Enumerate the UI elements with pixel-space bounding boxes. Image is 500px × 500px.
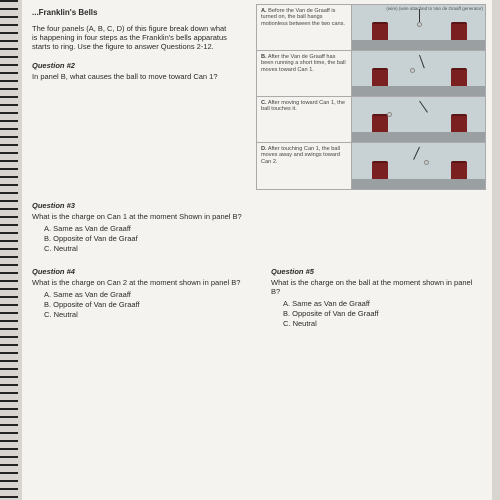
ball-icon xyxy=(410,68,415,73)
q4-choice-a: A. Same as Van de Graaff xyxy=(44,290,243,299)
panel-d-text: D. After touching Can 1, the ball moves … xyxy=(257,143,352,189)
q3-choices: A. Same as Van de Graaff B. Opposite of … xyxy=(44,224,252,253)
panel-c-text: C. After moving toward Can 1, the ball t… xyxy=(257,97,352,142)
can-2-icon xyxy=(451,114,467,132)
panel-a: A. Before the Van de Graaff is turned on… xyxy=(257,5,485,51)
rod-icon xyxy=(413,147,420,160)
q5-choice-c: C. Neutral xyxy=(283,319,482,328)
ground xyxy=(352,132,485,142)
can-1-icon xyxy=(372,114,388,132)
panel-c-diagram xyxy=(352,97,485,142)
panel-d-caption: After touching Can 1, the ball moves awa… xyxy=(261,146,340,165)
q3-choice-c: C. Neutral xyxy=(44,244,252,253)
figure-panels: A. Before the Van de Graaff is turned on… xyxy=(256,4,486,190)
panel-d-label: D. xyxy=(261,146,267,152)
panel-a-label: A. xyxy=(261,8,267,14)
ball-icon xyxy=(424,160,429,165)
panel-a-diagram: (wire) (wire attached to Van de Graaff g… xyxy=(352,5,485,50)
q3-title: Question #3 xyxy=(32,201,252,210)
q3-choice-b: B. Opposite of Van de Graaf xyxy=(44,234,252,243)
q3-prompt: What is the charge on Can 1 at the momen… xyxy=(32,212,252,221)
panel-b-diagram xyxy=(352,51,485,96)
q5-choices: A. Same as Van de Graaff B. Opposite of … xyxy=(283,299,482,328)
rod-icon xyxy=(419,9,420,23)
can-2-icon xyxy=(451,161,467,179)
question-5: Question #5 What is the charge on the ba… xyxy=(271,267,482,329)
ground xyxy=(352,40,485,50)
panel-a-text: A. Before the Van de Graaff is turned on… xyxy=(257,5,352,50)
panel-b-label: B. xyxy=(261,54,267,60)
can-1-icon xyxy=(372,161,388,179)
panel-c-caption: After moving toward Can 1, the ball touc… xyxy=(261,100,345,112)
panel-a-caption: Before the Van de Graaff is turned on, t… xyxy=(261,8,345,27)
panel-d: D. After touching Can 1, the ball moves … xyxy=(257,143,485,189)
ground xyxy=(352,86,485,96)
q3-choice-a: A. Same as Van de Graaff xyxy=(44,224,252,233)
intro-paragraph: The four panels (A, B, C, D) of this fig… xyxy=(32,24,232,51)
rod-icon xyxy=(419,55,425,68)
q5-prompt: What is the charge on the ball at the mo… xyxy=(271,278,482,296)
q5-choice-b: B. Opposite of Van de Graaff xyxy=(283,309,482,318)
question-4: Question #4 What is the charge on Can 2 … xyxy=(32,267,243,329)
panel-b: B. After the Van de Graaff has been runn… xyxy=(257,51,485,97)
q5-choice-a: A. Same as Van de Graaff xyxy=(283,299,482,308)
q2-title: Question #2 xyxy=(32,61,232,70)
panel-d-diagram xyxy=(352,143,485,189)
panel-b-text: B. After the Van de Graaff has been runn… xyxy=(257,51,352,96)
q2-prompt: In panel B, what causes the ball to move… xyxy=(32,72,232,81)
ground xyxy=(352,179,485,189)
panel-b-caption: After the Van de Graaff has been running… xyxy=(261,54,346,73)
q4-choice-c: C. Neutral xyxy=(44,310,243,319)
spiral-binding xyxy=(0,0,18,500)
bottom-row: Question #4 What is the charge on Can 2 … xyxy=(32,267,482,339)
can-1-icon xyxy=(372,68,388,86)
worksheet-page: ...Franklin's Bells The four panels (A, … xyxy=(22,0,492,500)
generator-label: (wire) (wire attached to Van de Graaff g… xyxy=(386,7,483,12)
panel-c-label: C. xyxy=(261,100,267,106)
can-2-icon xyxy=(451,68,467,86)
ball-icon xyxy=(387,112,392,117)
question-2: Question #2 In panel B, what causes the … xyxy=(32,61,232,81)
q4-prompt: What is the charge on Can 2 at the momen… xyxy=(32,278,243,287)
q5-title: Question #5 xyxy=(271,267,482,276)
panel-c: C. After moving toward Can 1, the ball t… xyxy=(257,97,485,143)
q4-choices: A. Same as Van de Graaff B. Opposite of … xyxy=(44,290,243,319)
ball-icon xyxy=(417,22,422,27)
can-1-icon xyxy=(372,22,388,40)
rod-icon xyxy=(419,101,428,113)
question-3: Question #3 What is the charge on Can 1 … xyxy=(32,201,252,253)
q4-choice-b: B. Opposite of Van de Graaff xyxy=(44,300,243,309)
q4-title: Question #4 xyxy=(32,267,243,276)
can-2-icon xyxy=(451,22,467,40)
